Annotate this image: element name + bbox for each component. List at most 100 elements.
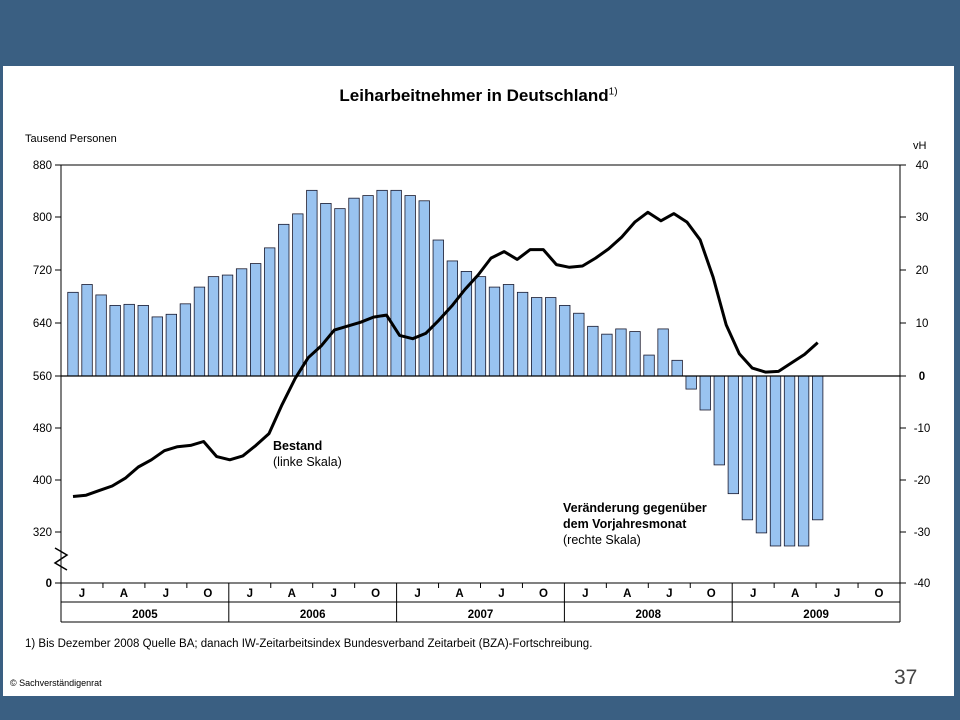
month-label: J <box>582 588 588 600</box>
bar <box>797 375 810 547</box>
left-tick-label: 480 <box>33 423 52 435</box>
right-tick-label: 20 <box>916 265 929 277</box>
bar <box>783 375 796 547</box>
month-label: O <box>203 588 212 600</box>
slide-canvas: Leiharbeitnehmer in Deutschland1) Tausen… <box>3 66 954 696</box>
bar <box>769 375 782 547</box>
month-label: J <box>498 588 504 600</box>
year-label: 2005 <box>132 609 158 621</box>
right-axis-label: vH <box>913 140 927 152</box>
bar <box>713 375 725 466</box>
bar <box>516 291 529 377</box>
change-label-line3: (rechte Skala) <box>563 533 641 547</box>
bar <box>348 197 360 377</box>
bar <box>699 375 711 411</box>
bar <box>221 274 234 377</box>
bar <box>278 223 290 377</box>
month-label: A <box>623 588 631 600</box>
bar <box>193 286 206 377</box>
bar <box>165 313 178 377</box>
bar <box>531 297 543 377</box>
month-label: A <box>455 588 463 600</box>
bar <box>545 297 557 377</box>
bar <box>685 375 697 390</box>
bar <box>179 303 192 377</box>
year-label: 2006 <box>300 609 326 621</box>
month-label: O <box>539 588 548 600</box>
chart-title-text: Leiharbeitnehmer in Deutschland <box>339 86 609 105</box>
left-axis-ticks: 880 800 720 640 560 480 400 320 0 <box>33 160 61 590</box>
bar <box>67 291 79 377</box>
bar <box>812 375 824 521</box>
left-tick-label: 800 <box>33 212 52 224</box>
copyright: © Sachverständigenrat <box>10 678 102 688</box>
month-label: A <box>791 588 799 600</box>
right-tick-label: -10 <box>914 423 931 435</box>
bar <box>755 375 768 534</box>
bestand-sublabel: (linke Skala) <box>273 455 342 469</box>
axis-break-icon <box>53 547 69 571</box>
bar <box>109 304 121 377</box>
year-label: 2008 <box>636 609 662 621</box>
month-label: O <box>707 588 716 600</box>
top-frame-band <box>0 0 960 66</box>
bar <box>601 333 613 377</box>
change-annotation: Veränderung gegenüber dem Vorjahresmonat… <box>563 501 707 547</box>
bar <box>390 189 402 377</box>
month-label: J <box>834 588 840 600</box>
year-label: 2007 <box>468 609 494 621</box>
bar <box>95 294 107 377</box>
page-number: 37 <box>894 666 918 689</box>
left-tick-label: 560 <box>33 371 52 383</box>
bestand-line <box>72 210 819 498</box>
bar <box>418 200 430 377</box>
bottom-frame-band <box>0 696 960 720</box>
month-label: J <box>330 588 336 600</box>
left-tick-label: 880 <box>33 160 52 172</box>
bar <box>207 276 220 377</box>
bar <box>446 260 459 377</box>
bar <box>573 312 585 377</box>
bar <box>264 247 276 377</box>
bar <box>671 359 683 377</box>
bestand-annotation: Bestand (linke Skala) <box>273 439 342 469</box>
right-tick-label: -30 <box>914 527 931 539</box>
bar <box>81 284 93 377</box>
chart-title: Leiharbeitnehmer in Deutschland1) <box>3 86 954 106</box>
left-tick-label: 640 <box>33 318 52 330</box>
left-tick-label: 400 <box>33 475 52 487</box>
bar <box>249 263 262 377</box>
right-tick-label: 40 <box>916 160 929 172</box>
bar-series <box>67 189 824 547</box>
bar <box>488 286 501 377</box>
month-label: J <box>750 588 756 600</box>
bar <box>587 325 599 377</box>
bar <box>123 303 135 377</box>
bestand-label: Bestand <box>273 439 322 453</box>
month-label: J <box>79 588 85 600</box>
bar <box>320 203 332 377</box>
footnote: 1) Bis Dezember 2008 Quelle BA; danach I… <box>25 638 593 650</box>
right-tick-label: 10 <box>916 318 929 330</box>
bar <box>235 268 248 377</box>
bar <box>306 189 318 377</box>
month-label: O <box>875 588 884 600</box>
left-tick-label: 0 <box>46 578 52 590</box>
bar <box>629 331 641 377</box>
bar <box>741 375 754 521</box>
bar <box>432 239 444 377</box>
bar <box>334 208 346 377</box>
month-label: J <box>666 588 672 600</box>
bar <box>643 354 655 377</box>
month-label: J <box>414 588 420 600</box>
right-tick-label: -40 <box>914 578 931 590</box>
month-label: A <box>288 588 296 600</box>
chart-svg: 880 800 720 640 560 480 400 320 0 40 30 20 10 0 -10 -2… <box>33 160 930 623</box>
bar <box>376 189 388 377</box>
left-tick-label: 720 <box>33 265 52 277</box>
bar <box>292 213 304 377</box>
right-axis-ticks: 40 30 20 10 0 -10 -20 -30 -40 <box>900 160 930 590</box>
right-tick-label: 30 <box>916 212 929 224</box>
bar <box>657 328 669 377</box>
